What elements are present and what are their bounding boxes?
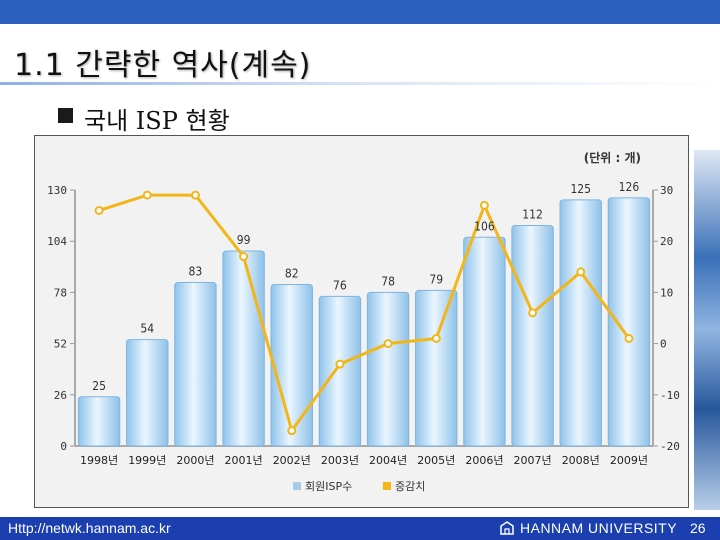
bar — [607, 197, 651, 447]
line-point — [239, 252, 249, 262]
right-tick-label: 10 — [660, 286, 673, 299]
line-point — [431, 333, 441, 343]
slide-title: 1.1 간략한 역사(계속) — [14, 48, 312, 83]
legend-label-line: 증감치 — [395, 480, 425, 493]
left-tick-label: 52 — [54, 338, 67, 351]
university-logo-icon — [500, 521, 514, 535]
bar — [559, 199, 602, 447]
bar — [415, 289, 458, 447]
title-divider — [0, 82, 720, 85]
left-tick-label: 104 — [47, 235, 67, 248]
x-tick-label: 1998년 — [80, 454, 118, 467]
footer-url: Http://netwk.hannam.ac.kr — [8, 520, 171, 536]
bar-value-label: 126 — [619, 180, 640, 194]
bar — [463, 236, 506, 447]
x-tick-label: 2003년 — [321, 454, 359, 467]
bar — [126, 339, 169, 447]
page-number: 26 — [690, 520, 706, 536]
bar-value-label: 99 — [237, 233, 251, 247]
right-tick-label: -20 — [660, 440, 680, 453]
right-tick-label: 0 — [660, 338, 667, 351]
bar-value-label: 25 — [92, 379, 106, 393]
bar-value-label: 78 — [381, 274, 395, 288]
top-bar — [0, 0, 720, 24]
chart-frame: (단위 : 개) 0 26 52 78 104 130 -20 -10 0 10 20 30 25 199… — [34, 135, 689, 508]
bullet-square-icon — [58, 108, 73, 123]
line-point — [287, 426, 297, 436]
unit-note: (단위 : 개) — [584, 150, 641, 165]
decorative-image-strip — [694, 150, 720, 510]
x-tick-label: 2000년 — [176, 454, 214, 467]
line-point — [142, 190, 152, 200]
line-series — [98, 193, 631, 435]
bullet-text: 국내 ISP 현황 — [84, 107, 230, 135]
left-tick-label: 0 — [60, 440, 67, 453]
bar — [366, 291, 410, 447]
x-tick-label: 1999년 — [128, 454, 166, 467]
x-tick-label: 2006년 — [465, 454, 503, 467]
legend-swatch-bars — [293, 482, 301, 490]
right-tick-label: -10 — [660, 389, 680, 402]
bar-value-label: 54 — [140, 322, 154, 336]
x-tick-label: 2009년 — [610, 454, 648, 467]
bar-value-label: 125 — [570, 182, 591, 196]
x-tick-label: 2004년 — [369, 454, 407, 467]
line-point — [576, 267, 586, 277]
footer-university: HANNAM UNIVERSITY — [520, 520, 678, 536]
bar — [174, 282, 217, 447]
left-tick-label: 130 — [47, 184, 67, 197]
line-point — [190, 190, 200, 200]
bar-value-label: 83 — [189, 265, 203, 279]
left-tick-label: 78 — [54, 286, 67, 299]
footer-bar — [0, 517, 720, 540]
bar — [318, 295, 362, 447]
bar-value-label: 82 — [285, 267, 299, 281]
x-tick-label: 2002년 — [273, 454, 311, 467]
bar-value-label: 76 — [333, 278, 347, 292]
legend-label-bars: 회원ISP수 — [305, 480, 352, 493]
line-point — [383, 339, 393, 349]
legend-swatch-line — [383, 482, 391, 490]
x-tick-label: 2005년 — [417, 454, 455, 467]
bar — [270, 284, 313, 447]
bar — [511, 224, 554, 447]
bar-value-label: 106 — [474, 219, 495, 233]
bar — [77, 396, 121, 447]
bar-value-label: 79 — [429, 272, 443, 286]
x-tick-label: 2001년 — [225, 454, 263, 467]
line-point — [94, 205, 104, 215]
bar-value-label: 112 — [522, 207, 543, 221]
left-tick-label: 26 — [54, 389, 67, 402]
x-tick-label: 2008년 — [562, 454, 600, 467]
right-tick-label: 20 — [660, 235, 673, 248]
x-tick-label: 2007년 — [514, 454, 552, 467]
line-point — [528, 308, 538, 318]
isp-chart: (단위 : 개) 0 26 52 78 104 130 -20 -10 0 10 20 30 25 199… — [47, 150, 680, 493]
line-point — [624, 333, 634, 343]
line-point — [335, 359, 345, 369]
bar — [222, 250, 265, 447]
line-point — [479, 200, 489, 210]
right-tick-label: 30 — [660, 184, 673, 197]
